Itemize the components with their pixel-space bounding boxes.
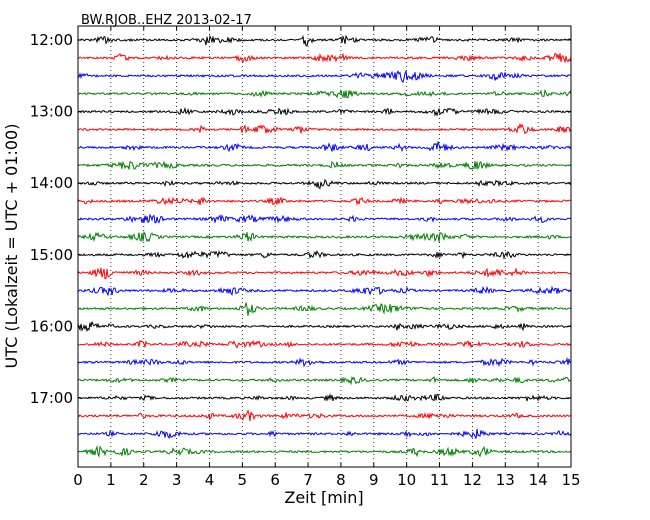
y-tick-label: 14:00: [30, 174, 73, 192]
grid-lines: [110, 26, 539, 467]
x-tick-label: 10: [397, 471, 416, 489]
trace-1300: [77, 106, 572, 117]
trace-1215: [77, 52, 572, 64]
y-tick-label: 13:00: [30, 103, 73, 121]
trace-1245: [77, 88, 572, 99]
x-tick-label: 14: [529, 471, 548, 489]
trace-1230: [77, 70, 572, 84]
x-tick-label: 8: [336, 471, 346, 489]
x-tick-label: 11: [430, 471, 449, 489]
y-tick-label: 12:00: [30, 31, 73, 49]
y-tick-label: 16:00: [30, 317, 73, 335]
trace-1330: [77, 141, 572, 153]
x-tick-label: 6: [270, 471, 280, 489]
trace-1700: [77, 392, 572, 402]
trace-1415: [77, 196, 572, 206]
trace-1645: [77, 375, 572, 386]
y-tick-label: 15:00: [30, 246, 73, 264]
x-tick-label: 7: [303, 471, 313, 489]
trace-1545: [77, 302, 572, 316]
plot-frame: [77, 25, 572, 468]
x-tick-label: 1: [106, 471, 116, 489]
trace-1315: [77, 122, 572, 135]
chart-title: BW.RJOB..EHZ 2013-02-17: [81, 13, 252, 28]
x-tick-label: 13: [496, 471, 515, 489]
trace-1745: [77, 444, 572, 458]
trace-1500: [77, 250, 572, 260]
trace-1345: [77, 160, 572, 171]
x-tick-label: 2: [139, 471, 149, 489]
x-tick-label: 12: [463, 471, 482, 489]
x-tick-label: 0: [73, 471, 83, 489]
axis-ticks: 0 1 2 3 4 5 6 7 8 9 10 11 12 13 14 1512:0013:0014:0015:…: [30, 26, 581, 489]
x-tick-label: 15: [561, 471, 580, 489]
trace-1615: [77, 339, 572, 349]
trace-1445: [77, 231, 572, 243]
trace-1630: [77, 356, 572, 368]
seismogram-traces: [77, 34, 572, 458]
trace-1530: [77, 285, 572, 297]
x-axis-label: Zeit [min]: [284, 488, 363, 507]
trace-1200: [77, 34, 572, 47]
trace-1600: [77, 321, 572, 333]
trace-1400: [77, 178, 572, 189]
y-tick-label: 17:00: [30, 389, 73, 407]
x-tick-label: 4: [205, 471, 215, 489]
x-tick-label: 9: [369, 471, 379, 489]
trace-1430: [77, 213, 572, 224]
y-axis-label: UTC (Lokalzeit = UTC + 01:00): [2, 124, 21, 369]
trace-1715: [77, 409, 572, 422]
trace-1515: [77, 267, 572, 280]
x-tick-label: 5: [238, 471, 248, 489]
trace-1730: [77, 428, 572, 440]
x-tick-label: 3: [172, 471, 182, 489]
